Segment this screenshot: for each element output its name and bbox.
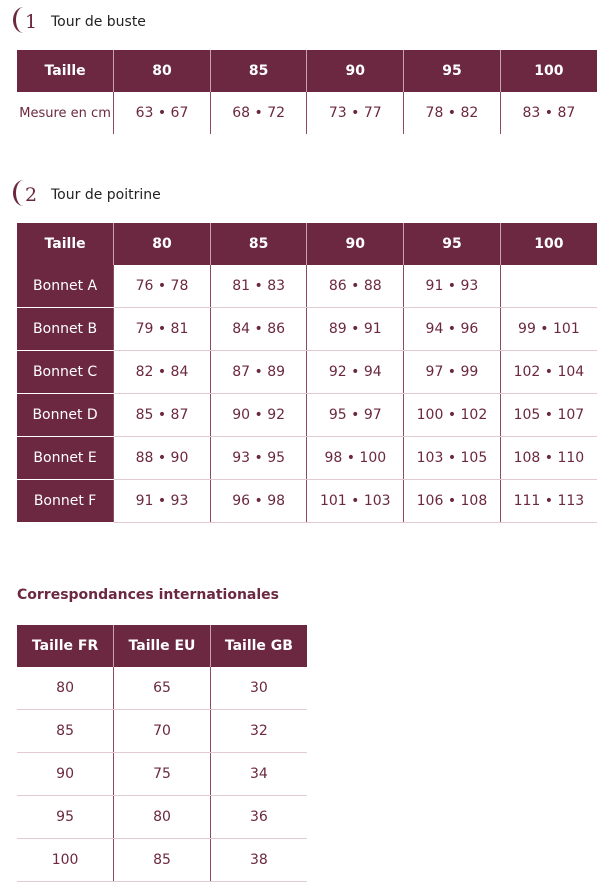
header-row: Taille 80 85 90 95 100 [17,50,597,92]
table-cell: 80 [113,795,211,839]
column-header: 90 [306,223,404,265]
table-cell: 81 • 83 [209,265,307,308]
table-row: Bonnet A 76 • 78 81 • 83 86 • 88 91 • 93 [17,265,597,308]
row-label: Bonnet E [17,436,114,480]
row-label: Bonnet C [17,350,114,394]
table-cell: 30 [209,667,307,710]
table-row: Bonnet E 88 • 90 93 • 95 98 • 100 103 • 105 1… [17,436,597,480]
table-cell: 76 • 78 [113,265,211,308]
table-cell: 85 [113,838,211,882]
column-header: 80 [113,50,211,92]
table-cell: 85 [17,709,114,753]
table-cell: 92 • 94 [306,350,404,394]
table-cell: 80 [17,667,114,710]
table-cell: 93 • 95 [209,436,307,480]
table-cell: 103 • 105 [403,436,501,480]
table-cell: 38 [209,838,307,882]
row-label: Bonnet F [17,479,114,523]
table-cell: 65 [113,667,211,710]
table-cell: 98 • 100 [306,436,404,480]
table-cell: 32 [209,709,307,753]
column-header: 100 [499,50,597,92]
header-row: Taille FR Taille EU Taille GB [17,625,307,667]
section-number-badge: 2 [13,180,43,206]
column-header: 85 [209,223,307,265]
table-cell: 34 [209,752,307,796]
table-cell: 75 [113,752,211,796]
row-label: Mesure en cm [19,105,111,121]
table-cell: 91 • 93 [113,479,211,523]
table-row: Bonnet F 91 • 93 96 • 98 101 • 103 106 • 108… [17,479,597,523]
table-cell: 94 • 96 [403,307,501,351]
table-cell: 83 • 87 [499,92,597,134]
table-cell: 73 • 77 [306,92,404,134]
column-header: Taille GB [209,625,307,667]
table-cell: 88 • 90 [113,436,211,480]
table-cell: 63 • 67 [113,92,211,134]
table-cell: 111 • 113 [499,479,597,523]
table-cell: 99 • 101 [499,307,597,351]
table-cell: 84 • 86 [209,307,307,351]
section-2-heading: 2 Tour de poitrine [13,180,161,206]
international-size-table: Taille FR Taille EU Taille GB 80 65 30 85 70 32 9… [17,625,307,882]
table-cell: 89 • 91 [306,307,404,351]
table-cell: 95 • 97 [306,393,404,437]
column-header: 90 [306,50,404,92]
table-cell: 95 [17,795,114,839]
table-cell: 78 • 82 [403,92,501,134]
table-cell: 79 • 81 [113,307,211,351]
table-cell: 68 • 72 [209,92,307,134]
table-cell: 105 • 107 [499,393,597,437]
table-cell: 70 [113,709,211,753]
section-number-badge: 1 [13,7,43,33]
table-cell: 36 [209,795,307,839]
header-row: Taille 80 85 90 95 100 [17,223,597,265]
column-header: 85 [209,50,307,92]
column-header: Taille [17,223,114,265]
table-row: Bonnet D 85 • 87 90 • 92 95 • 97 100 • 102 10… [17,393,597,437]
column-header: Taille [17,50,114,92]
table-row: Mesure en cm 63 • 67 68 • 72 73 • 77 78 • 82… [17,92,597,134]
table-cell: 90 [17,752,114,796]
table-row: 85 70 32 [17,709,307,753]
table-row: 90 75 34 [17,752,307,796]
table-cell: 100 [17,838,114,882]
table-row: 80 65 30 [17,667,307,710]
column-header: 95 [403,50,501,92]
table-cell: 85 • 87 [113,393,211,437]
international-title: Correspondances internationales [17,587,279,603]
table-cell: 86 • 88 [306,265,404,308]
table-cell: 96 • 98 [209,479,307,523]
chest-size-table: Taille 80 85 90 95 100 Bonnet A 76 • 78 81 • 83 8… [17,223,597,523]
table-cell: 100 • 102 [403,393,501,437]
section-1-heading: 1 Tour de buste [13,7,146,33]
table-cell: 108 • 110 [499,436,597,480]
row-label: Bonnet A [17,265,114,308]
column-header: 100 [499,223,597,265]
table-row: Bonnet B 79 • 81 84 • 86 89 • 91 94 • 96 99 •… [17,307,597,351]
bust-size-table: Taille 80 85 90 95 100 Mesure en cm 63 • 67 68 •… [17,50,597,134]
row-label: Bonnet B [17,307,114,351]
column-header: 95 [403,223,501,265]
table-row: Bonnet C 82 • 84 87 • 89 92 • 94 97 • 99 102 … [17,350,597,394]
table-row: 100 85 38 [17,838,307,882]
column-header: Taille FR [17,625,114,667]
table-cell: 82 • 84 [113,350,211,394]
table-cell: 102 • 104 [499,350,597,394]
table-cell: 106 • 108 [403,479,501,523]
table-cell: 101 • 103 [306,479,404,523]
column-header: Taille EU [113,625,211,667]
table-cell: 87 • 89 [209,350,307,394]
table-cell [499,265,597,308]
table-row: 95 80 36 [17,795,307,839]
table-cell: 97 • 99 [403,350,501,394]
section-title: Tour de poitrine [51,187,161,203]
row-label: Bonnet D [17,393,114,437]
section-title: Tour de buste [51,14,146,30]
table-cell: 90 • 92 [209,393,307,437]
table-cell: 91 • 93 [403,265,501,308]
column-header: 80 [113,223,211,265]
